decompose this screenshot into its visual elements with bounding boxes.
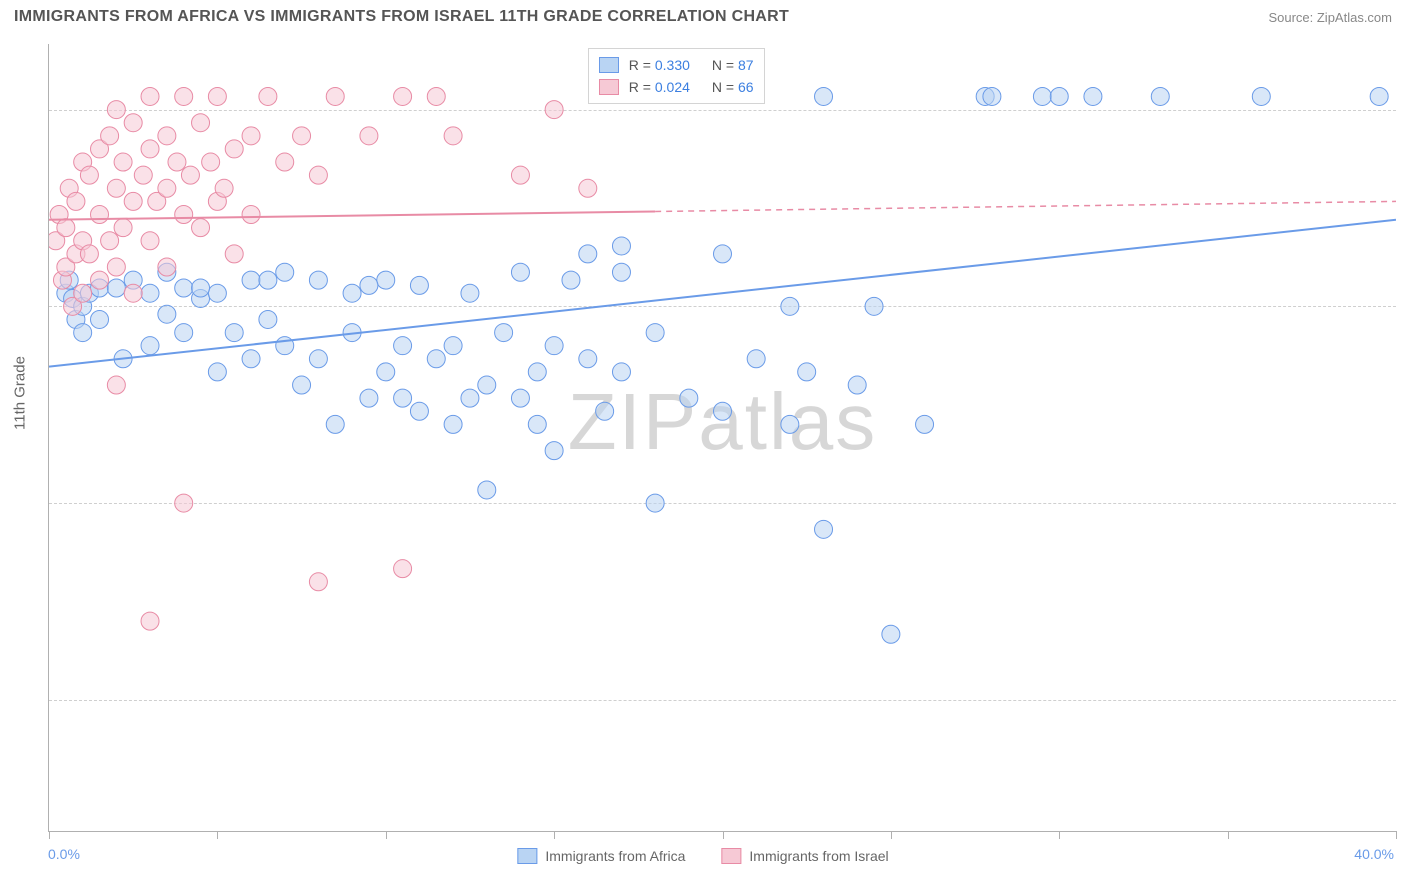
source-prefix: Source:	[1268, 10, 1316, 25]
x-tick	[891, 831, 892, 839]
gridline	[49, 306, 1396, 307]
gridline	[49, 700, 1396, 701]
x-tick	[554, 831, 555, 839]
legend-swatch	[721, 848, 741, 864]
n-label: N = 87	[712, 54, 754, 76]
x-axis-max-label: 40.0%	[1354, 846, 1394, 862]
source-link[interactable]: ZipAtlas.com	[1317, 10, 1392, 25]
x-tick	[1228, 831, 1229, 839]
watermark: ZIPatlas	[568, 376, 877, 468]
x-tick	[723, 831, 724, 839]
correlation-legend: R = 0.330 N = 87 R = 0.024 N = 66	[588, 48, 765, 104]
legend-label: Immigrants from Africa	[545, 848, 685, 864]
y-axis-title: 11th Grade	[12, 356, 29, 430]
legend-swatch	[599, 57, 619, 73]
r-label: R = 0.330	[629, 54, 690, 76]
legend-item: Immigrants from Israel	[721, 848, 888, 864]
series-legend: Immigrants from Africa Immigrants from Is…	[517, 848, 888, 864]
gridline	[49, 110, 1396, 111]
x-tick	[386, 831, 387, 839]
gridline	[49, 503, 1396, 504]
x-axis-min-label: 0.0%	[48, 846, 80, 862]
source-label: Source: ZipAtlas.com	[1268, 10, 1392, 25]
r-label: R = 0.024	[629, 76, 690, 98]
legend-swatch	[517, 848, 537, 864]
chart-area: ZIPatlas R = 0.330 N = 87 R = 0.024 N = …	[48, 44, 1396, 832]
legend-row: R = 0.330 N = 87	[599, 54, 754, 76]
legend-label: Immigrants from Israel	[749, 848, 888, 864]
legend-row: R = 0.024 N = 66	[599, 76, 754, 98]
n-label: N = 66	[712, 76, 754, 98]
chart-title: IMMIGRANTS FROM AFRICA VS IMMIGRANTS FRO…	[14, 8, 789, 26]
legend-item: Immigrants from Africa	[517, 848, 685, 864]
legend-swatch	[599, 79, 619, 95]
x-tick	[217, 831, 218, 839]
x-tick	[1059, 831, 1060, 839]
plot-area: ZIPatlas R = 0.330 N = 87 R = 0.024 N = …	[48, 44, 1396, 832]
x-tick	[1396, 831, 1397, 839]
x-tick	[49, 831, 50, 839]
